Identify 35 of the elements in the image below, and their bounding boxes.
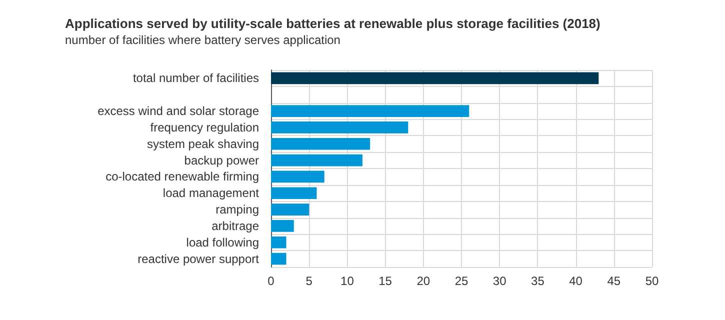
x-tick-label: 30	[492, 274, 507, 288]
x-tick-label: 40	[569, 274, 583, 288]
y-tick-label: load management	[162, 186, 260, 200]
x-tick-label: 0	[268, 274, 275, 288]
bar	[271, 105, 470, 117]
bar	[271, 138, 370, 150]
bar	[271, 187, 317, 200]
bar	[271, 252, 286, 265]
x-tick-label: 25	[454, 274, 468, 288]
x-tick-label: 15	[378, 274, 392, 288]
bar	[271, 122, 408, 134]
y-tick-label: ramping	[216, 202, 259, 217]
y-tick-label: excess wind and solar storage	[98, 104, 260, 118]
x-tick-label: 20	[416, 274, 430, 288]
x-tick-label: 50	[645, 274, 659, 288]
x-tick-label: 10	[340, 274, 354, 288]
x-tick-label: 35	[531, 274, 545, 288]
y-tick-label: reactive power support	[138, 252, 260, 266]
bar	[271, 204, 310, 216]
bar	[271, 72, 599, 84]
y-tick-label: frequency regulation	[150, 120, 259, 134]
bar	[271, 220, 294, 232]
chart-title: Applications served by utility-scale batteries at renewable plus storage facilities (2018)	[65, 16, 600, 31]
y-tick-label: backup power	[184, 153, 259, 168]
bar	[271, 154, 362, 166]
chart-subtitle: number of facilities where battery serves application	[65, 33, 340, 47]
y-tick-label: co-located renewable firming	[106, 170, 259, 184]
y-tick-label: system peak shaving	[146, 136, 259, 151]
bar	[271, 170, 324, 183]
bar	[271, 236, 286, 248]
y-tick-label: total number of facilities	[132, 71, 259, 86]
x-tick-label: 45	[607, 274, 621, 288]
y-tick-label: load following	[186, 235, 259, 250]
y-tick-label: arbitrage	[212, 218, 260, 233]
x-tick-label: 5	[306, 274, 313, 288]
